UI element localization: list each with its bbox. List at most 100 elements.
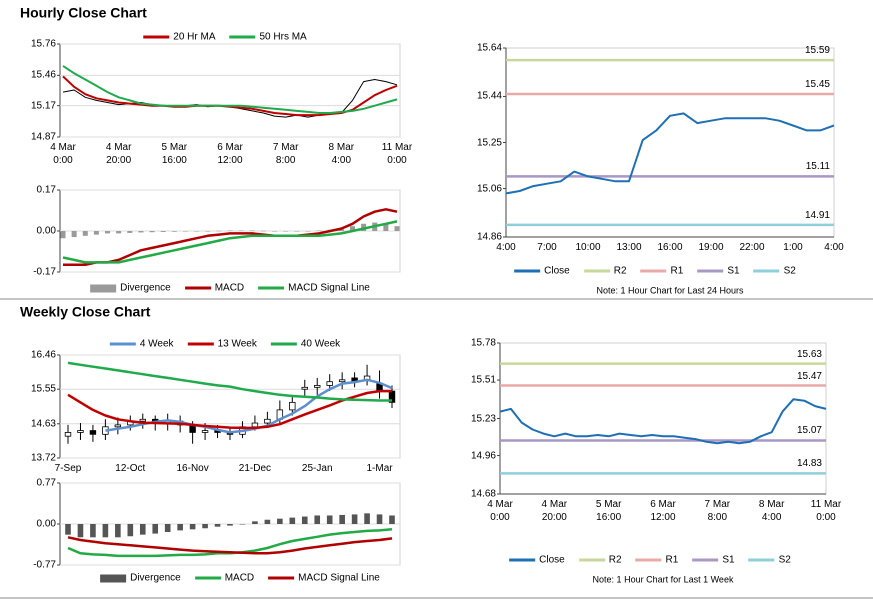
bar [339,514,345,524]
bar [205,231,211,232]
legend-label: S1 [722,554,735,566]
y-tick-label: 15.76 [30,38,56,50]
legend-label: MACD Signal Line [288,282,370,294]
x-tick-label: 11 Mar 0:00 [381,142,413,166]
candle-body [201,430,209,433]
bar [272,231,278,232]
legend-label: MACD [224,572,255,584]
y-tick-label: 14.63 [30,418,56,430]
reference-label: 15.07 [796,425,822,437]
y-tick-label: 15.55 [30,383,56,395]
x-tick-label: 11 Mar 0:00 [810,499,842,523]
x-tick-label: 25-Jan [301,463,333,474]
bar [202,524,208,529]
legend-swatch [270,342,297,346]
legend-swatch [268,576,295,580]
series-line [63,208,398,267]
legend-swatch [184,286,211,290]
legend-item: R2 [583,265,627,277]
legend-label: 20 Hr MA [173,31,216,43]
y-tick-label: 0.00 [36,518,56,530]
legend-item: 40 Week [270,339,340,350]
candle-body [139,418,146,422]
y-tick-label: 16.46 [30,349,56,361]
series-line [105,378,393,434]
legend-item: MACD [194,572,255,584]
series-line [499,398,827,445]
y-tick-label: 15.64 [476,42,502,54]
legend-swatch [509,558,536,562]
legend-label: S1 [727,265,740,277]
y-tick-label: 0.77 [36,477,56,489]
candle-body [289,401,296,411]
legend-label: Close [544,265,570,277]
legend-swatch [635,558,662,562]
x-tick-label: 8 Mar 4:00 [758,499,785,523]
x-tick-label: 10:00 [575,242,601,253]
legend-item: Close [509,555,565,566]
bar [152,524,159,534]
y-tick-label: 15.78 [470,337,496,349]
bar [376,514,383,524]
bar [260,230,266,232]
y-tick-label: 14.87 [30,131,56,143]
plot-frame [505,47,835,238]
bar [194,231,200,232]
bar [289,517,296,524]
candle-body [251,422,259,428]
bar [239,524,246,525]
bar [214,524,221,527]
y-tick-label: 15.23 [470,413,496,424]
legend-item: S2 [753,266,796,277]
legend-swatch [753,269,780,273]
bar [316,230,322,232]
reference-label: 15.63 [796,348,822,360]
legend-item: Close [514,266,570,277]
bar [93,231,99,235]
legend-label: R1 [670,265,684,277]
y-tick-label: 15.06 [476,183,502,195]
x-tick-label: 7 Mar 8:00 [704,499,731,523]
bar [65,524,71,535]
bar [102,524,109,538]
legend: 20 Hr MA 50 Hrs MA [143,31,307,43]
bar [277,518,283,524]
x-tick-label: 19:00 [698,242,724,253]
x-tick-label: 16:00 [657,242,683,253]
bar [171,231,177,232]
y-tick-label: 15.46 [30,69,56,81]
x-tick-label: 21-Dec [238,463,272,474]
bar [182,231,188,232]
bar [82,231,88,236]
candle-body [326,381,333,386]
y-tick-label: -0.17 [33,266,56,278]
x-tick-label: 7-Sep [54,463,82,474]
legend-item: Divergence [100,573,181,584]
legend-swatch [514,269,541,273]
series-line [67,361,392,402]
x-tick-label: 1:00 [783,242,803,253]
reference-label: 14.91 [804,209,830,221]
legend-item: MACD [184,283,244,294]
x-tick-label: 4:00 [824,242,844,253]
x-tick-label: 5 Mar 16:00 [595,499,622,523]
legend-label: R2 [613,265,627,277]
bar [177,524,183,531]
legend-swatch [258,286,285,290]
y-tick-label: 15.25 [476,137,502,148]
bar [305,231,311,232]
legend-swatch [697,269,724,273]
legend-item: S1 [692,554,735,566]
reference-label: 14.83 [796,458,822,470]
series-line [67,536,393,555]
legend-swatch [143,35,170,39]
legend-label: Divergence [130,572,181,584]
bar [283,231,289,232]
y-tick-label: 14.96 [470,450,496,462]
x-tick-label: 8 Mar 4:00 [328,142,355,166]
legend-item: S1 [697,265,740,277]
legend-swatch [90,284,117,292]
legend-item: R1 [635,555,678,566]
bar [252,521,258,524]
y-tick-label: 0.17 [36,184,56,196]
